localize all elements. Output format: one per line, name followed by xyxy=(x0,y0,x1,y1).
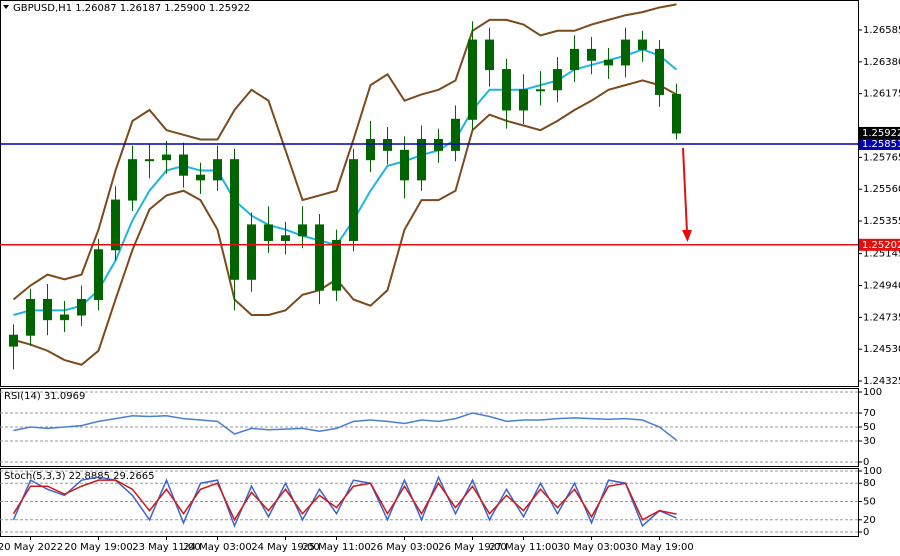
y-tick-label: 50 xyxy=(863,422,876,433)
x-tick-label: 26 May 03:00 xyxy=(370,542,439,553)
y-tick-label: 1.25765 xyxy=(863,152,900,163)
candle-body xyxy=(536,89,545,92)
candle-body xyxy=(604,59,613,66)
candle-body xyxy=(502,69,511,111)
last-price-label: 1.25922 xyxy=(862,128,900,139)
candle-body xyxy=(264,224,273,241)
candle-body xyxy=(179,154,188,176)
y-tick-label: 50 xyxy=(863,497,876,508)
y-tick-label: 1.26175 xyxy=(863,89,900,100)
y-tick-label: 70 xyxy=(863,408,876,419)
candle-body xyxy=(638,39,647,50)
candle-body xyxy=(281,235,290,241)
indicator-line xyxy=(12,3,677,301)
panel-title: Stoch(5,3,3) 22.8885 29.2665 xyxy=(4,471,155,482)
x-tick-label: 25 May 11:00 xyxy=(302,542,371,553)
y-tick-label: 0 xyxy=(863,527,869,538)
y-tick-label: 20 xyxy=(863,515,876,526)
y-tick-label: 1.26380 xyxy=(863,57,900,68)
candle-body xyxy=(247,224,256,280)
candle-body xyxy=(570,48,579,71)
candle-body xyxy=(60,314,69,321)
candle-body xyxy=(9,334,18,347)
candle-body xyxy=(587,48,596,61)
candle-body xyxy=(94,249,103,300)
x-tick-label: 23 May 11:00 xyxy=(132,542,201,553)
chart-title: GBPUSD,H1 1.26087 1.26187 1.25900 1.2592… xyxy=(13,3,250,14)
candle-body xyxy=(111,199,120,251)
y-tick-label: 1.24940 xyxy=(863,281,900,292)
candle-body xyxy=(621,39,630,66)
price-level-box xyxy=(859,137,900,150)
y-tick-label: 30 xyxy=(863,436,876,447)
candle-body xyxy=(196,174,205,181)
candle-body xyxy=(468,39,477,120)
candle-body xyxy=(26,298,35,336)
candle-body xyxy=(553,69,562,91)
x-tick-label: 24 May 03:00 xyxy=(183,542,252,553)
x-tick-label: 26 May 19:00 xyxy=(438,542,507,553)
price-level-label: 1.25851 xyxy=(862,139,900,150)
candle-body xyxy=(162,154,171,161)
candle-body xyxy=(213,159,222,181)
x-tick-label: 20 May 19:00 xyxy=(64,542,133,553)
price-level-label: 1.25202 xyxy=(862,240,900,251)
y-tick-label: 1.25560 xyxy=(863,184,900,195)
candle-body xyxy=(230,159,239,280)
candle-body xyxy=(43,298,52,321)
candle-body xyxy=(128,159,137,201)
indicator-line xyxy=(12,479,677,522)
candle-body xyxy=(366,138,375,161)
x-tick-label: 24 May 19:00 xyxy=(251,542,320,553)
x-tick-label: 27 May 11:00 xyxy=(489,542,558,553)
x-tick-label: 30 May 03:00 xyxy=(557,542,626,553)
panel-title: RSI(14) 31.0969 xyxy=(4,391,85,402)
indicator-line xyxy=(13,79,677,366)
y-tick-label: 100 xyxy=(863,466,882,477)
y-tick-label: 1.26585 xyxy=(863,25,900,36)
y-tick-label: 100 xyxy=(863,387,882,398)
candle-body xyxy=(672,93,681,134)
candle-body xyxy=(400,149,409,181)
last-price-box xyxy=(859,126,900,139)
arrow-head xyxy=(682,230,692,242)
panel-frame xyxy=(0,0,859,387)
indicator-line xyxy=(13,412,677,441)
candle-body xyxy=(332,239,341,291)
indicator-line xyxy=(13,48,678,316)
candle-body xyxy=(145,159,154,162)
candle-body xyxy=(519,89,528,111)
price-level-box xyxy=(859,238,900,251)
y-tick-label: 1.24530 xyxy=(863,344,900,355)
candle-body xyxy=(77,298,86,316)
y-tick-label: 1.24735 xyxy=(863,312,900,323)
x-tick-label: 20 May 2022 xyxy=(0,542,63,553)
candle-body xyxy=(655,48,664,95)
candle-body xyxy=(298,224,307,237)
candle-body xyxy=(451,118,460,151)
candle-body xyxy=(417,138,426,181)
arrow xyxy=(682,147,688,233)
candle-body xyxy=(383,138,392,151)
candle-body xyxy=(315,224,324,291)
candle-body xyxy=(485,39,494,71)
candle-body xyxy=(349,159,358,241)
title-icon xyxy=(3,5,9,9)
y-tick-label: 1.25355 xyxy=(863,216,900,227)
candle-body xyxy=(434,138,443,151)
y-tick-label: 1.25145 xyxy=(863,249,900,260)
y-tick-label: 0 xyxy=(863,457,869,468)
panel-frame xyxy=(0,468,859,537)
x-tick-label: 30 May 19:00 xyxy=(625,542,694,553)
y-tick-label: 1.24325 xyxy=(863,376,900,387)
y-tick-label: 80 xyxy=(863,478,876,489)
